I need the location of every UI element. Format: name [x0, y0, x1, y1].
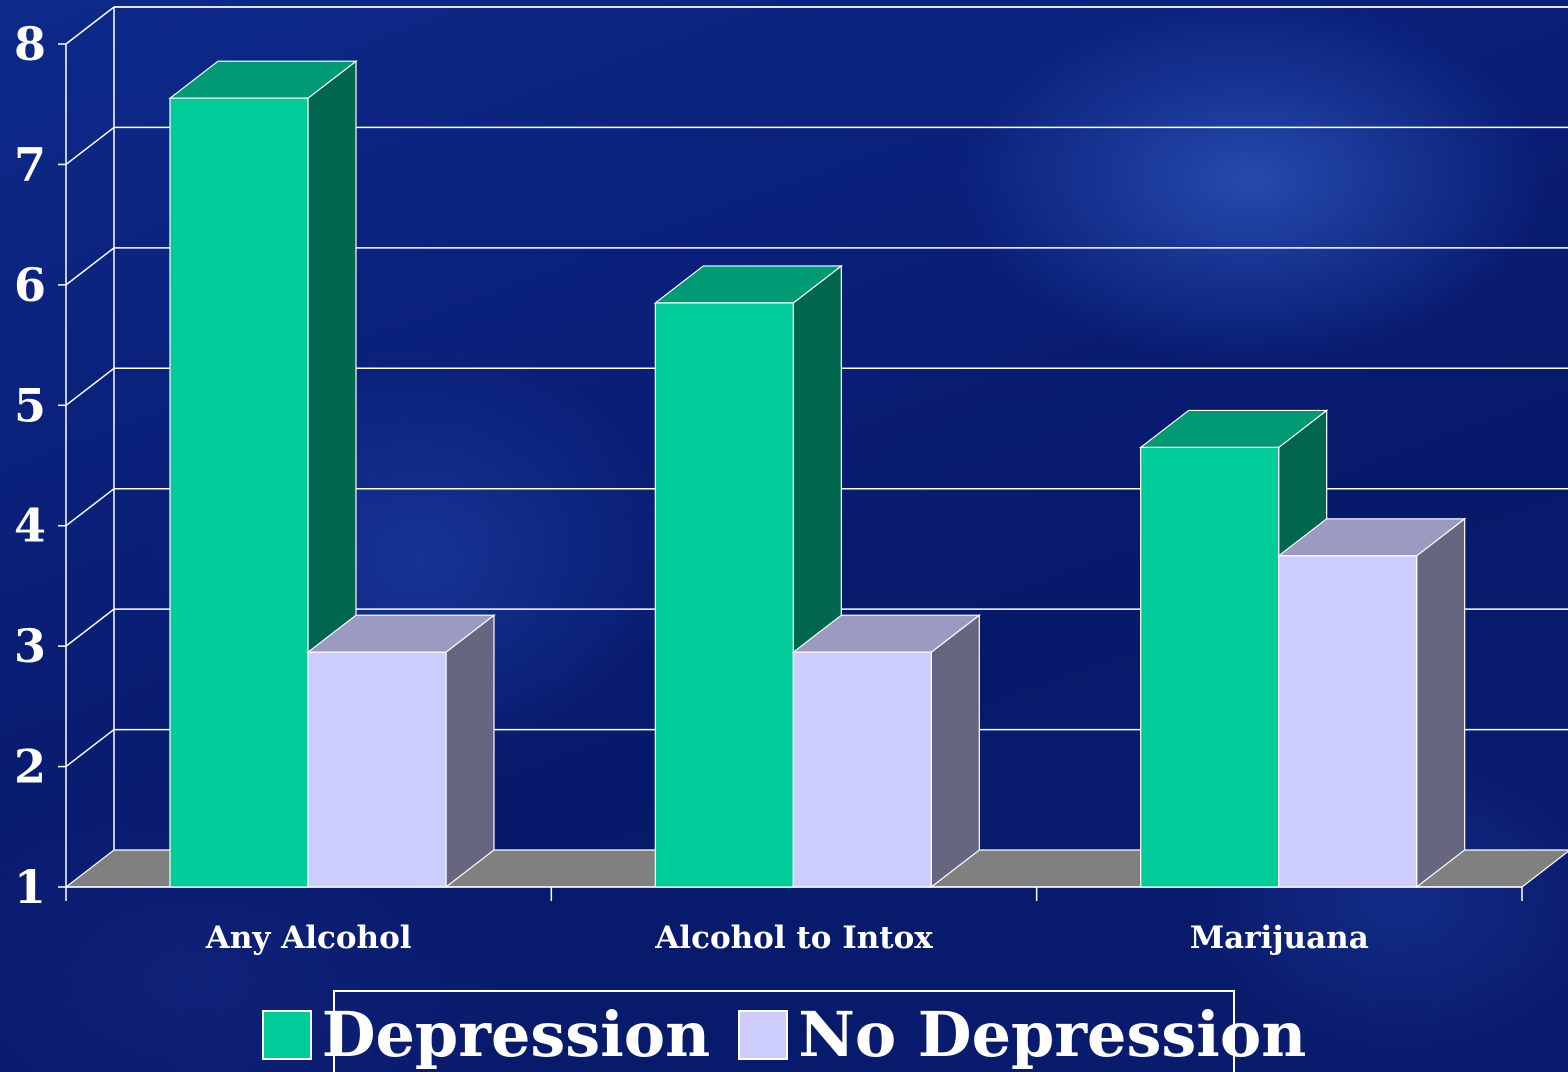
bar-depression-marijuana-front: [1140, 446, 1280, 888]
bar-no-depression-marijuana: [1276, 517, 1467, 889]
y-tick-label: 3: [14, 619, 46, 673]
bar-depression-alcohol-to-intox-front: [654, 302, 794, 888]
y-tick-label: 5: [14, 378, 46, 432]
y-tick-label: 4: [14, 499, 46, 553]
x-tick-label-any-alcohol: Any Alcohol: [205, 920, 412, 956]
legend-swatch-no-depression: [738, 1010, 789, 1060]
bar-no-depression-any-alcohol: [306, 613, 496, 889]
legend-label-depression: Depression: [321, 998, 711, 1071]
x-tick-label-marijuana: Marijuana: [1190, 920, 1369, 956]
bar-no-depression-marijuana-side: [1416, 517, 1466, 889]
y-tick-label: 6: [14, 258, 46, 312]
bar-no-depression-alcohol-to-intox-side: [930, 613, 980, 889]
legend: Depression No Depression: [261, 990, 1306, 1072]
y-tick-label: 7: [14, 137, 46, 191]
gridline-diagonal: [65, 728, 115, 768]
gridline-diagonal: [65, 6, 115, 45]
gridline-diagonal: [65, 247, 115, 286]
legend-item-depression: Depression: [261, 998, 711, 1071]
y-tick-label: 2: [14, 740, 46, 794]
legend-swatch-depression: [261, 1010, 312, 1060]
bars: [168, 59, 1467, 889]
gridline-diagonal: [65, 126, 115, 166]
x-tick-label-alcohol-to-intox: Alcohol to Intox: [654, 920, 933, 956]
bar-no-depression-any-alcohol-side: [445, 613, 495, 889]
axis-labels: 1 2 3 4 5 6 7 8 Any Alcohol Alcohol to Intox Marij…: [14, 17, 1369, 956]
bar-no-depression-alcohol-to-intox: [791, 613, 982, 889]
bar-no-depression-any-alcohol-front: [307, 651, 447, 888]
bar-depression-any-alcohol-front: [169, 97, 309, 888]
legend-label-no-depression: No Depression: [798, 998, 1307, 1071]
gridline-diagonal: [65, 488, 115, 527]
bar-no-depression-marijuana-front: [1278, 555, 1418, 888]
legend-item-no-depression: No Depression: [738, 1004, 1306, 1066]
y-tick-label: 1: [14, 860, 46, 914]
gridline-diagonal: [65, 608, 115, 647]
bar-no-depression-alcohol-to-intox-front: [792, 651, 932, 888]
y-tick-label: 8: [14, 17, 46, 71]
gridline-diagonal: [65, 367, 115, 406]
